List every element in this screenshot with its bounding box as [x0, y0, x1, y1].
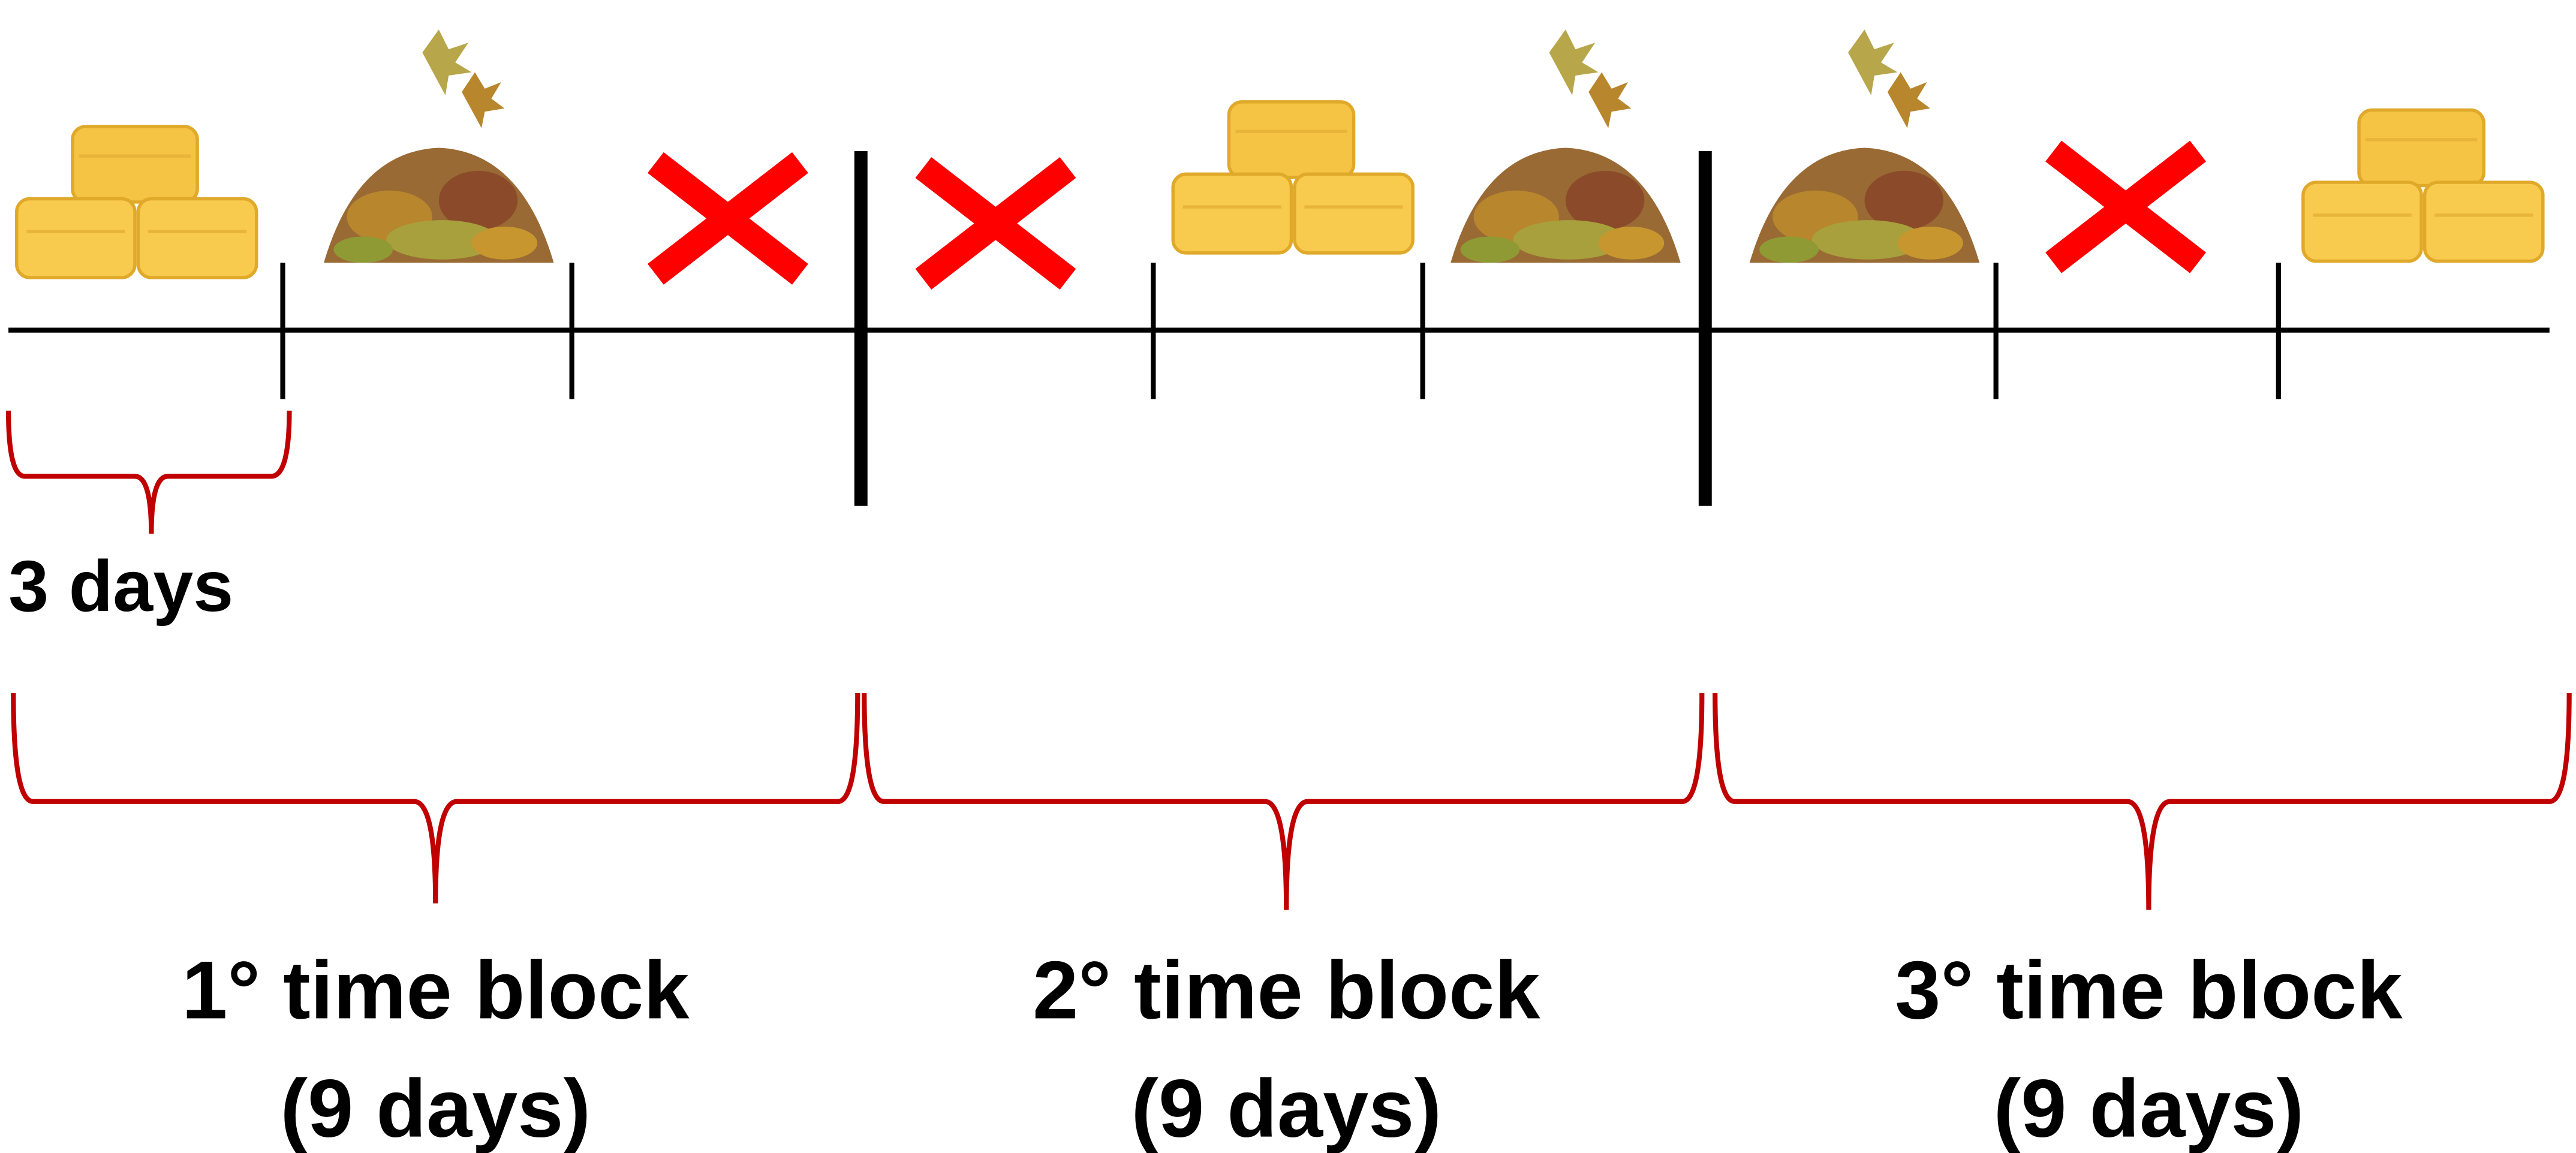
hay-icon [17, 127, 257, 278]
time-block-duration: (9 days) [1131, 1063, 1442, 1153]
cross-icon [655, 162, 800, 274]
cross-icon [923, 167, 1068, 279]
brace [11, 693, 860, 904]
leaves-icon [1450, 29, 1681, 263]
icons [17, 29, 2543, 279]
hay-icon [2303, 110, 2543, 261]
hay-icon [1173, 102, 1413, 253]
timeline [8, 151, 2550, 506]
time-block-title: 3° time block [1895, 944, 2403, 1036]
brace [5, 410, 292, 534]
brace [1713, 693, 2572, 910]
time-unit-label: 3 days [8, 546, 233, 627]
time-block-duration: (9 days) [280, 1063, 591, 1153]
brace [862, 693, 1705, 910]
time-block-title: 2° time block [1033, 944, 1540, 1036]
time-block-labels: 1° time block (9 days) 2° time block (9 day… [182, 944, 2403, 1153]
leaves-icon [324, 29, 554, 263]
cross-icon [2054, 151, 2198, 263]
braces [5, 410, 2572, 910]
leaves-icon [1749, 29, 1980, 263]
time-block-title: 1° time block [182, 944, 690, 1036]
time-block-duration: (9 days) [1994, 1063, 2304, 1153]
